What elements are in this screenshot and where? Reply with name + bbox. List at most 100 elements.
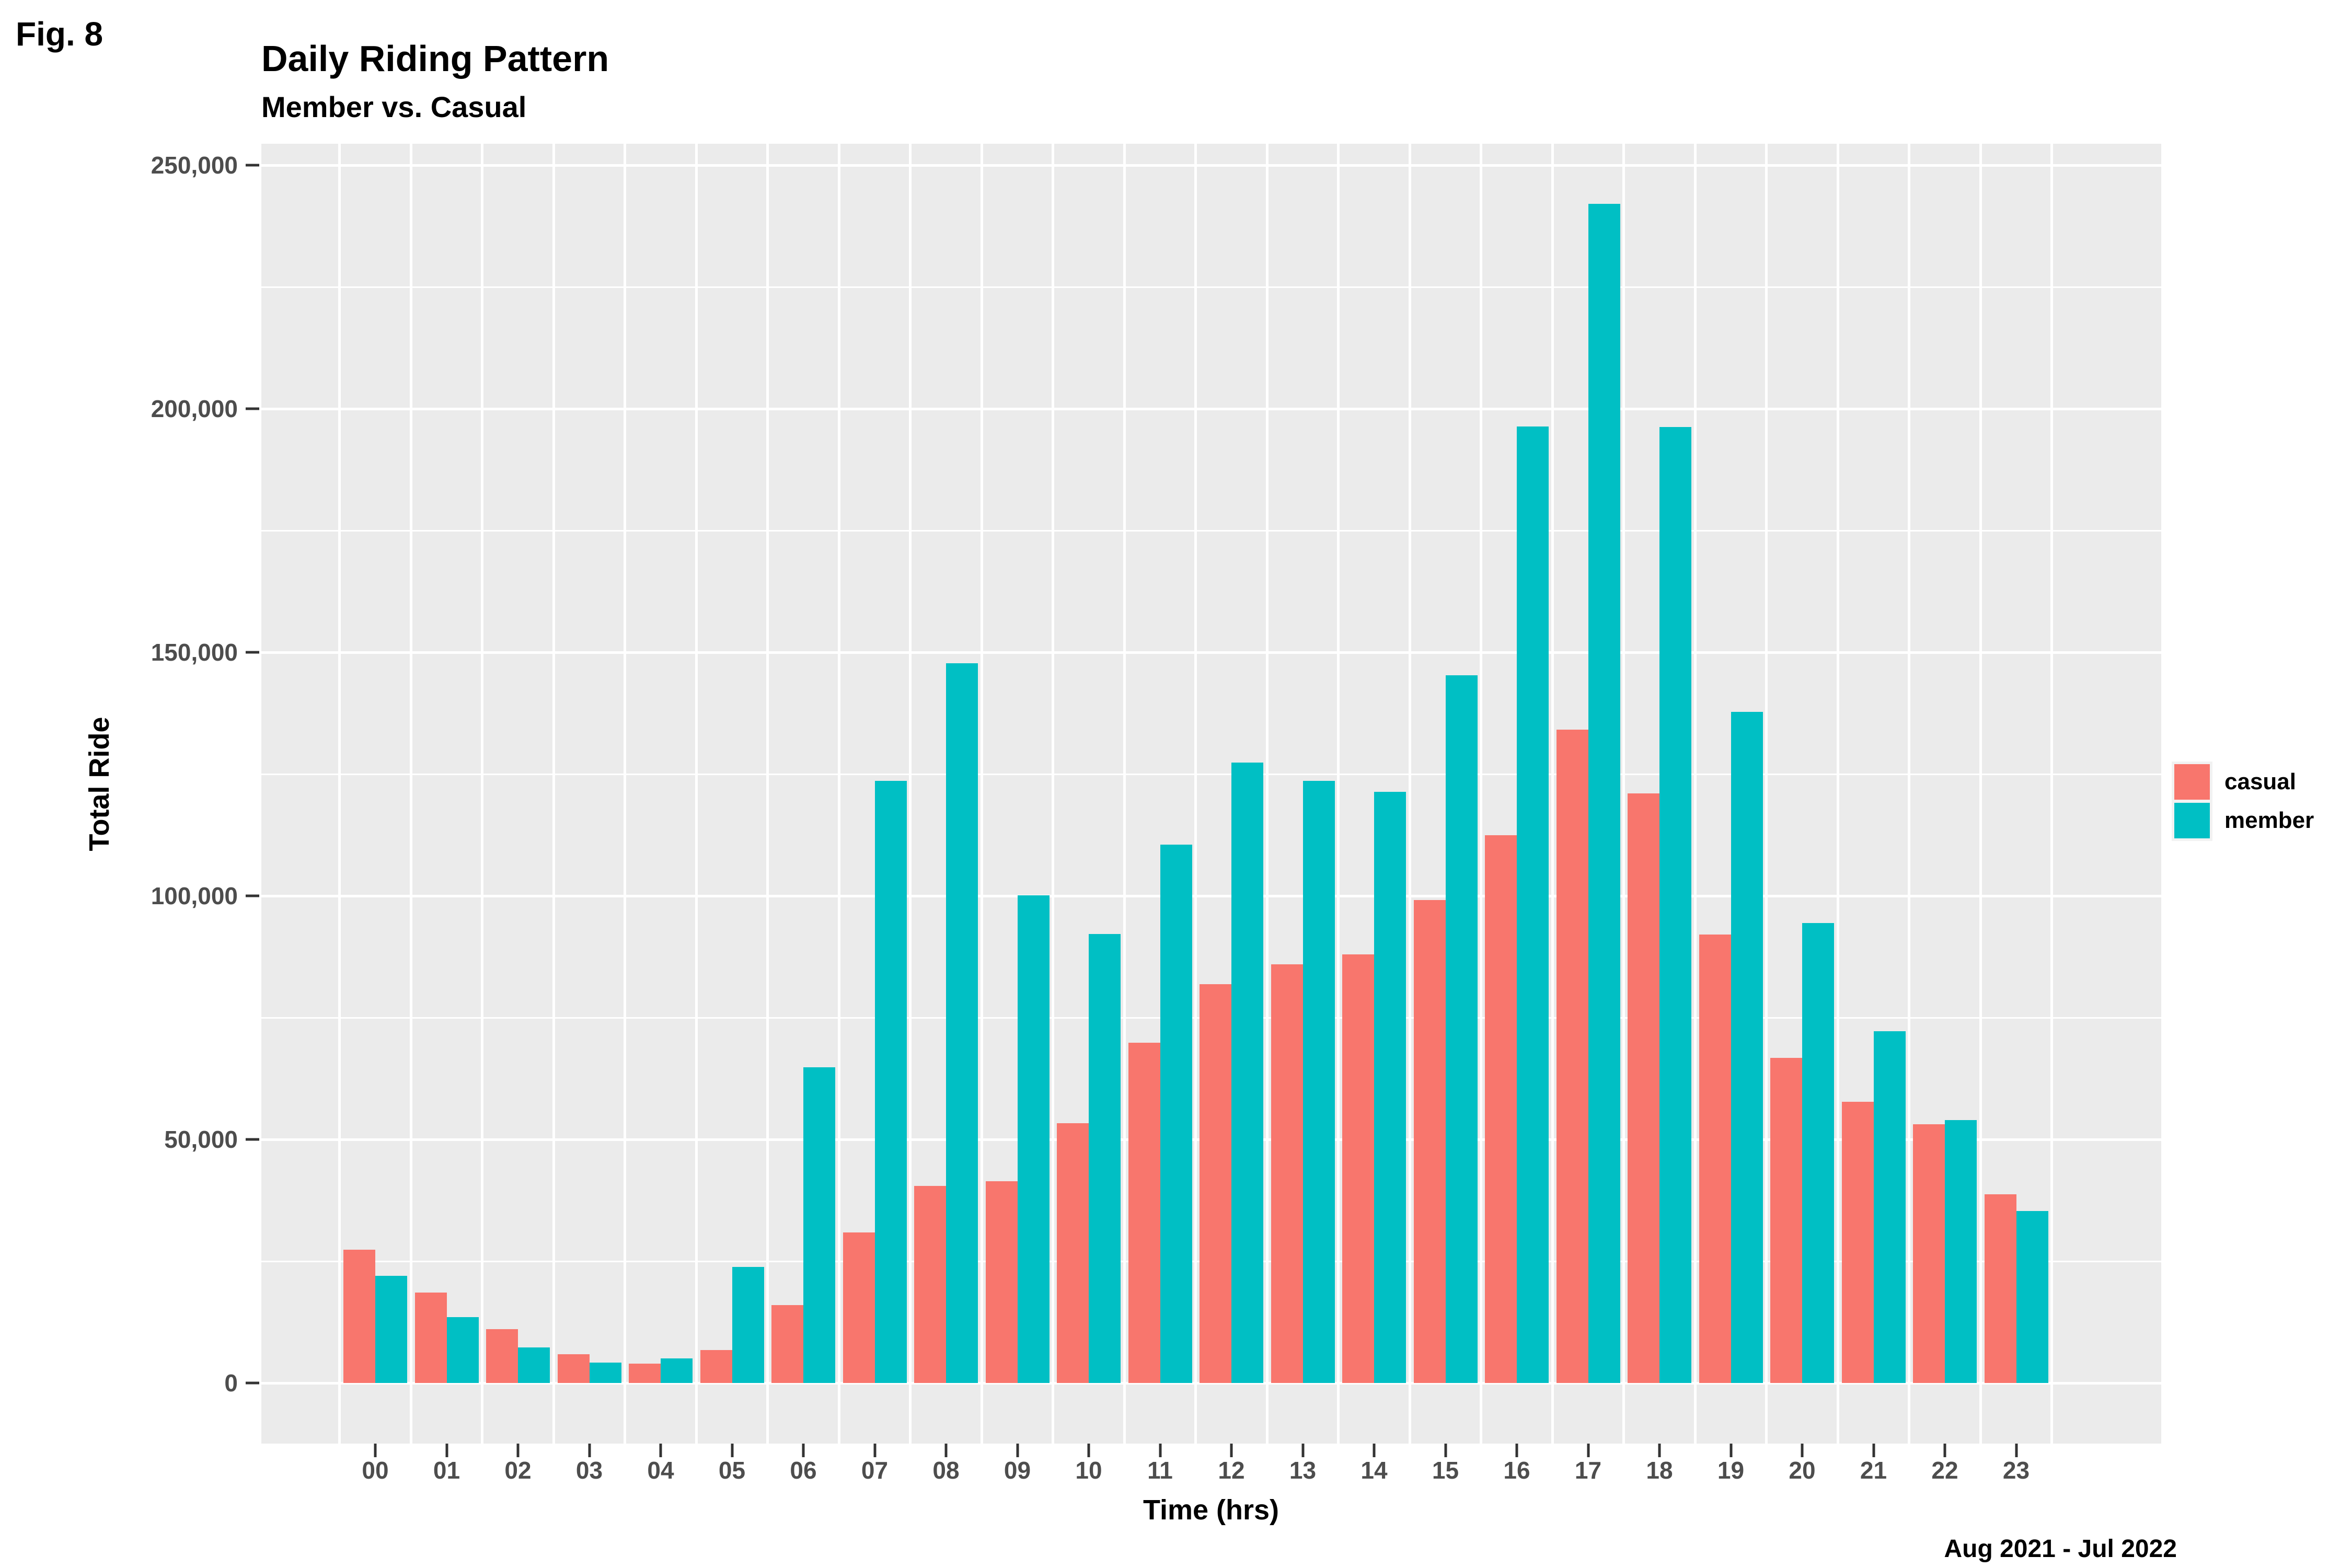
- y-axis-tick-label: 250,000: [151, 152, 238, 179]
- y-axis-tick-mark: [246, 1381, 259, 1385]
- x-axis-tick-label: 13: [1289, 1457, 1317, 1484]
- vertical-gridline: [1551, 144, 1554, 1444]
- vertical-gridline: [837, 144, 840, 1444]
- bar-member-19: [1731, 711, 1763, 1383]
- x-axis-tick-label: 20: [1789, 1457, 1816, 1484]
- bar-member-08: [946, 663, 978, 1383]
- x-axis-tick-label: 07: [861, 1457, 889, 1484]
- bar-casual-01: [414, 1292, 447, 1383]
- bar-member-23: [2016, 1211, 2048, 1383]
- x-axis-tick-mark: [2015, 1444, 2017, 1457]
- x-axis-tick-mark: [1444, 1444, 1447, 1457]
- x-axis-tick-label: 16: [1503, 1457, 1530, 1484]
- x-axis-tick-mark: [731, 1444, 733, 1457]
- y-axis-tick-label: 150,000: [151, 639, 238, 666]
- bar-member-06: [803, 1067, 835, 1383]
- bar-member-17: [1588, 203, 1620, 1383]
- minor-gridline: [261, 773, 2161, 775]
- x-axis-tick-mark: [873, 1444, 876, 1457]
- bar-member-15: [1445, 675, 1478, 1383]
- vertical-gridline: [980, 144, 983, 1444]
- plot-panel: [261, 144, 2161, 1444]
- bar-casual-17: [1556, 730, 1588, 1383]
- x-axis-tick-label: 19: [1717, 1457, 1745, 1484]
- x-axis-tick-label: 21: [1860, 1457, 1887, 1484]
- figure-number-label: Fig. 8: [16, 15, 103, 53]
- bar-member-07: [874, 781, 907, 1383]
- x-axis-tick-mark: [374, 1444, 377, 1457]
- x-axis-tick-mark: [1016, 1444, 1019, 1457]
- y-axis-title: Total Ride: [84, 717, 115, 851]
- vertical-gridline: [1693, 144, 1697, 1444]
- chart-subtitle: Member vs. Casual: [261, 90, 527, 123]
- bar-member-00: [375, 1275, 407, 1383]
- x-axis-tick-label: 06: [790, 1457, 817, 1484]
- bar-casual-04: [629, 1363, 661, 1383]
- vertical-gridline: [909, 144, 912, 1444]
- x-axis-tick-mark: [1943, 1444, 1946, 1457]
- x-axis-tick-label: 14: [1361, 1457, 1388, 1484]
- bar-member-20: [1802, 923, 1834, 1383]
- major-gridline: [261, 651, 2161, 654]
- legend-label-casual: casual: [2224, 769, 2296, 794]
- x-axis-tick-mark: [1373, 1444, 1376, 1457]
- vertical-gridline: [1908, 144, 1911, 1444]
- bar-member-22: [1945, 1120, 1977, 1383]
- bar-casual-23: [1984, 1194, 2016, 1383]
- x-axis-tick-label: 17: [1574, 1457, 1602, 1484]
- vertical-gridline: [624, 144, 627, 1444]
- vertical-gridline: [1836, 144, 1839, 1444]
- vertical-gridline: [1052, 144, 1055, 1444]
- x-axis-tick-mark: [1658, 1444, 1661, 1457]
- y-axis-tick-mark: [246, 651, 259, 654]
- vertical-gridline: [338, 144, 341, 1444]
- x-axis-tick-mark: [1872, 1444, 1875, 1457]
- y-axis-tick-label: 50,000: [164, 1126, 238, 1153]
- bar-member-09: [1017, 895, 1050, 1383]
- vertical-gridline: [695, 144, 698, 1444]
- bar-member-10: [1089, 933, 1121, 1383]
- vertical-gridline: [1480, 144, 1483, 1444]
- vertical-gridline: [1408, 144, 1411, 1444]
- bar-casual-09: [985, 1181, 1018, 1383]
- y-axis-tick-mark: [246, 164, 259, 167]
- bar-member-13: [1302, 781, 1335, 1383]
- major-gridline: [261, 894, 2161, 897]
- bar-casual-06: [771, 1305, 803, 1383]
- x-axis-tick-mark: [1301, 1444, 1304, 1457]
- date-range-caption: Aug 2021 - Jul 2022: [1944, 1535, 2177, 1563]
- x-axis-tick-mark: [1730, 1444, 1732, 1457]
- x-axis-tick-mark: [802, 1444, 805, 1457]
- bar-casual-14: [1342, 954, 1374, 1383]
- x-axis-tick-mark: [516, 1444, 520, 1457]
- bar-casual-03: [557, 1354, 590, 1383]
- y-axis-tick-mark: [246, 407, 259, 410]
- vertical-gridline: [2050, 144, 2054, 1444]
- bar-casual-21: [1841, 1102, 1874, 1383]
- x-axis-title: Time (hrs): [1143, 1494, 1279, 1526]
- bar-casual-05: [700, 1350, 732, 1383]
- x-axis-tick-mark: [445, 1444, 448, 1457]
- bar-casual-07: [843, 1232, 875, 1383]
- x-axis-tick-label: 11: [1147, 1457, 1173, 1484]
- y-axis-tick-label: 200,000: [151, 395, 238, 422]
- bar-casual-19: [1699, 934, 1731, 1383]
- legend-label-member: member: [2224, 808, 2314, 833]
- bar-member-03: [589, 1362, 621, 1383]
- y-axis-tick-label: 100,000: [151, 882, 238, 909]
- bar-member-18: [1659, 427, 1691, 1383]
- bar-casual-08: [914, 1185, 946, 1383]
- x-axis-tick-mark: [588, 1444, 591, 1457]
- major-gridline: [261, 407, 2161, 410]
- vertical-gridline: [409, 144, 412, 1444]
- x-axis-tick-label: 23: [2002, 1457, 2030, 1484]
- bar-casual-02: [486, 1329, 518, 1383]
- x-axis-tick-mark: [944, 1444, 948, 1457]
- legend: casual member: [2172, 762, 2314, 841]
- x-axis-tick-mark: [1087, 1444, 1090, 1457]
- x-axis-tick-label: 00: [362, 1457, 389, 1484]
- x-axis-tick-label: 10: [1075, 1457, 1102, 1484]
- bar-casual-22: [1913, 1124, 1945, 1383]
- vertical-gridline: [766, 144, 769, 1444]
- x-axis-tick-label: 03: [575, 1457, 603, 1484]
